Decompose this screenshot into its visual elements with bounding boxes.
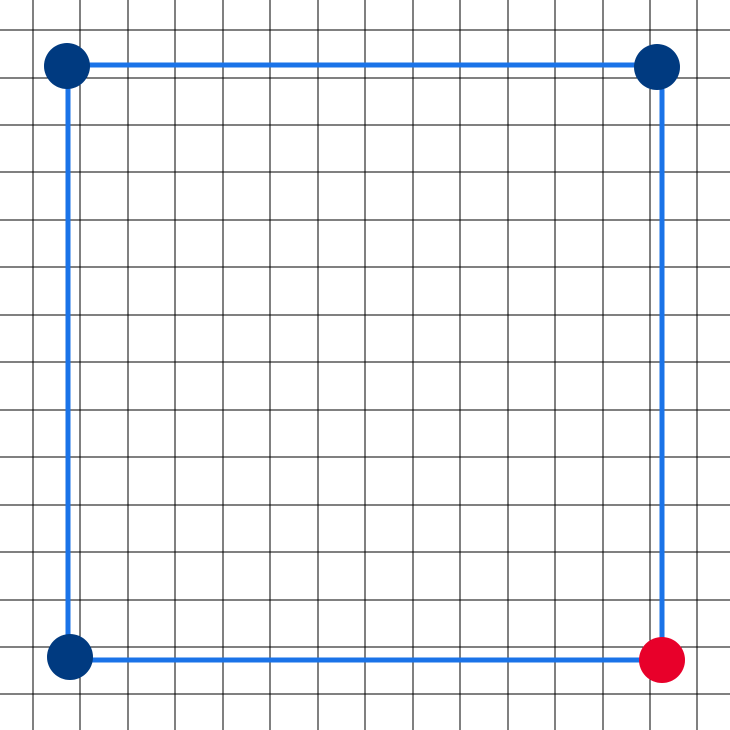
vertex-handle-top-left[interactable] [44,43,90,89]
vertex-handle-top-right[interactable] [634,44,680,90]
vertex-handle-bottom-right[interactable] [639,637,685,683]
vertex-handle-bottom-left[interactable] [47,634,93,680]
